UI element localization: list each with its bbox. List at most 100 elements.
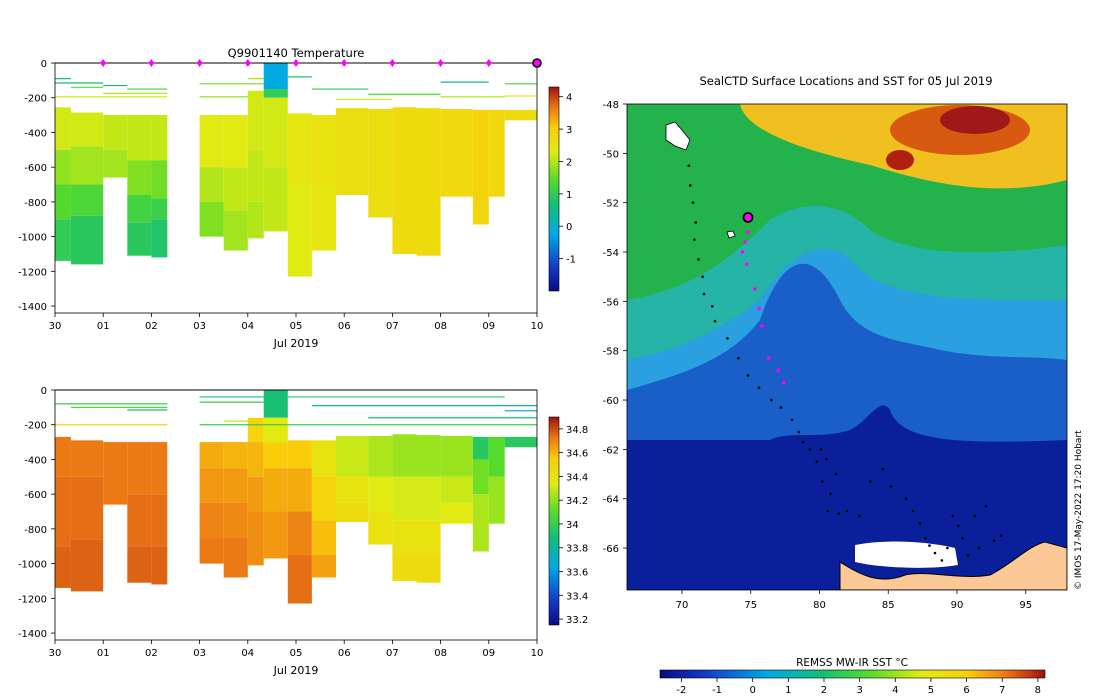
profile-cell	[247, 201, 264, 239]
salinity-profile-cells	[55, 390, 537, 604]
track-point	[889, 485, 893, 488]
seal-track-points	[687, 164, 1003, 562]
recent-surface-point	[746, 230, 750, 235]
track-point	[746, 374, 750, 377]
track-point	[951, 514, 955, 518]
sst-tick-label: -2	[676, 685, 686, 696]
profile-cell	[55, 149, 71, 185]
profile-cell	[336, 476, 369, 503]
track-point	[790, 418, 794, 422]
profile-cell	[440, 436, 473, 477]
x-tick-label: 07	[386, 321, 399, 332]
map-latitude-axis: -48 -50 -52 -54 -56 -58 -60 -62 -64 -66	[603, 100, 627, 555]
surface-marker	[196, 59, 203, 67]
sst-colorbar-ticks: -2 -1 0 1 2 3 4 5 6 7 8	[676, 678, 1041, 696]
sst-tick-label: -1	[712, 685, 722, 696]
surface-marker	[148, 59, 155, 67]
profile-cell	[472, 109, 489, 202]
profile-cell	[223, 167, 248, 211]
track-point	[726, 337, 729, 340]
profile-cell	[440, 502, 473, 524]
track-point	[694, 221, 698, 224]
profile-cell	[151, 198, 168, 220]
profile-cell	[392, 434, 417, 477]
y-tick-label: -1200	[18, 594, 47, 605]
recent-surface-point	[740, 250, 745, 254]
x-tick-label: 08	[434, 648, 447, 659]
lat-tick-label: -50	[603, 149, 619, 160]
profile-cell	[199, 442, 224, 469]
surface-marker	[244, 59, 251, 67]
profile-cell	[127, 115, 152, 161]
profile-cell	[55, 107, 71, 150]
lon-tick-label: 95	[1019, 600, 1032, 611]
profile-cell	[311, 115, 337, 185]
temperature-colorbar	[548, 86, 560, 292]
profile-cell	[311, 476, 337, 521]
salinity-x-label: Jul 2019	[273, 664, 319, 677]
colorbar-tick-label: 33.6	[566, 568, 588, 579]
profile-cell	[311, 554, 337, 578]
track-point	[702, 292, 706, 296]
profile-cell	[127, 160, 152, 195]
surface-marker	[100, 59, 107, 67]
colorbar-tick-label: 34.8	[566, 425, 588, 436]
current-seal-position	[742, 212, 754, 223]
lat-tick-label: -60	[603, 396, 619, 407]
colorbar-tick-label: 33.2	[566, 615, 588, 626]
profile-cell	[70, 146, 104, 185]
track-point	[701, 275, 704, 278]
profile-cell	[336, 108, 369, 195]
antarctica-land	[839, 541, 1067, 590]
surface-marker	[341, 59, 348, 67]
profile-cell	[488, 436, 505, 477]
surface-marker	[389, 59, 396, 67]
track-point	[815, 460, 819, 464]
profile-cell	[127, 546, 152, 583]
current-surface-marker	[532, 58, 542, 68]
profile-cell	[70, 112, 104, 147]
recent-surface-point	[759, 324, 764, 328]
profile-cell	[103, 115, 128, 150]
recent-surface-point	[753, 287, 757, 291]
y-tick-label: -1400	[18, 629, 47, 640]
surface-marker	[293, 59, 299, 67]
profile-cell	[472, 436, 489, 460]
recent-surface-point	[744, 262, 749, 267]
temperature-section-panel: Q9901140 Temperature 0 -200 -400 -600 -800 -1…	[18, 46, 576, 350]
sst-map-panel: SealCTD Surface Locations and SST for 05…	[603, 74, 1084, 696]
track-point	[697, 258, 700, 261]
temperature-colorbar-ticks: 4 3 2 1 0 -1	[559, 93, 576, 266]
profile-cell	[223, 210, 248, 251]
profile-cell	[488, 109, 505, 197]
profile-cell	[368, 436, 393, 477]
track-point	[826, 509, 830, 513]
profile-cell	[392, 107, 417, 254]
profile-cell	[199, 167, 224, 202]
track-point	[869, 480, 872, 483]
profile-cell	[263, 442, 288, 469]
recent-surface-point	[766, 356, 771, 360]
track-point	[693, 238, 696, 241]
track-point	[957, 524, 960, 528]
profile-cell	[472, 459, 489, 495]
salinity-y-axis: 0 -200 -400 -600 -800 -1000 -1200 -1400	[18, 386, 55, 640]
lon-tick-label: 70	[676, 600, 689, 611]
profile-cell	[127, 222, 152, 256]
profile-cell	[55, 436, 71, 477]
profile-cell	[287, 113, 312, 185]
track-point	[834, 472, 838, 476]
track-point	[797, 430, 801, 434]
track-point	[858, 514, 861, 518]
profile-cell	[247, 149, 264, 202]
profile-cell	[287, 440, 312, 469]
surface-markers	[100, 59, 492, 67]
sst-tick-label: 8	[1035, 685, 1041, 696]
map-area	[627, 104, 1067, 590]
lon-tick-label: 80	[813, 600, 826, 611]
profile-cell	[416, 108, 441, 256]
track-point	[713, 319, 717, 323]
track-point	[946, 546, 949, 550]
track-point	[904, 497, 908, 501]
